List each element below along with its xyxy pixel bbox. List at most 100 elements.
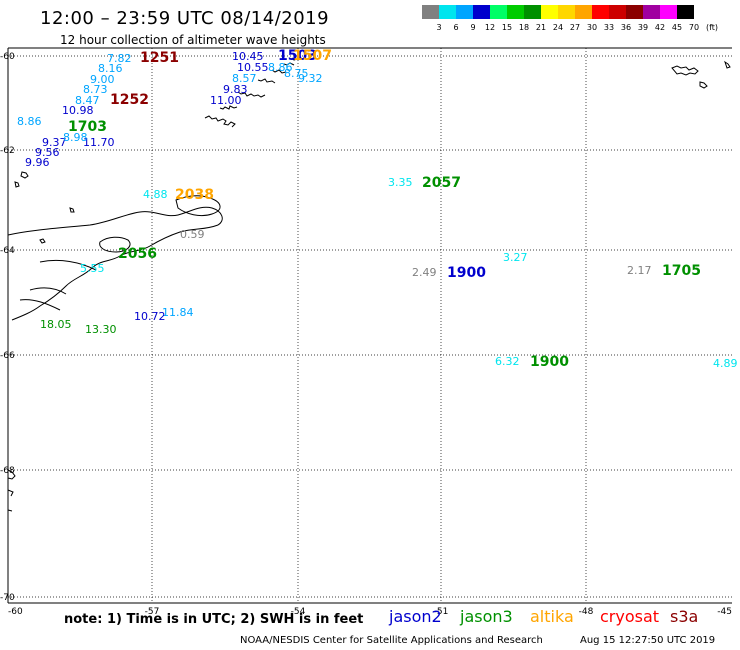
wave-height-observation: 1900 <box>530 354 569 370</box>
wave-height-observation: 1507 <box>293 48 332 64</box>
wave-height-observation: 11.70 <box>83 136 115 149</box>
longitude-tick-label: -57 <box>145 607 160 617</box>
wave-height-observation: 8.86 <box>17 115 42 128</box>
satellite-label-s3a: s3a <box>670 607 699 626</box>
legend-label: 39 <box>637 23 649 32</box>
legend-label: 45 <box>671 23 683 32</box>
longitude-tick-label: -60 <box>8 607 23 617</box>
legend-swatch <box>677 5 694 19</box>
legend-label: 30 <box>586 23 598 32</box>
wave-height-observation: 4.88 <box>143 188 168 201</box>
legend-swatch <box>507 5 524 19</box>
wave-height-observation: 11.84 <box>162 306 194 319</box>
latitude-tick-label: -70 <box>0 593 15 603</box>
wave-height-observation: 6.32 <box>495 355 520 368</box>
latitude-tick-label: -64 <box>0 246 15 256</box>
legend-label: 12 <box>484 23 496 32</box>
legend-label: 24 <box>552 23 564 32</box>
generation-timestamp: Aug 15 12:27:50 UTC 2019 <box>580 635 716 646</box>
wave-height-observation: 2.49 <box>412 266 437 279</box>
legend-swatch <box>643 5 660 19</box>
wave-height-observation: 0.59 <box>180 228 205 241</box>
wave-height-observation: 8.75 <box>284 67 309 80</box>
legend-label: 27 <box>569 23 581 32</box>
wave-height-observation: 8.98 <box>63 131 88 144</box>
wave-height-observation: 1705 <box>662 263 701 279</box>
legend-swatch <box>439 5 456 19</box>
wave-height-observation: 4.89 <box>713 357 738 370</box>
wave-height-observation: 13.30 <box>85 323 117 336</box>
wave-height-observation: 2056 <box>118 246 157 262</box>
wave-height-observation: 3.35 <box>388 176 413 189</box>
legend-label: 9 <box>470 23 476 32</box>
satellite-label-altika: altika <box>530 607 574 626</box>
latitude-tick-label: -66 <box>0 351 15 361</box>
coastline-joinville-island <box>175 195 221 217</box>
legend-label: 18 <box>518 23 530 32</box>
legend-label: 36 <box>620 23 632 32</box>
wave-height-observation: 8.57 <box>232 72 257 85</box>
legend-swatch <box>609 5 626 19</box>
legend-label: 15 <box>501 23 513 32</box>
map-subtitle: 12 hour collection of altimeter wave hei… <box>60 33 326 47</box>
legend-swatch <box>575 5 592 19</box>
wave-height-observation: 5.55 <box>80 262 105 275</box>
wave-height-observation: 1252 <box>110 92 149 108</box>
legend-label: 21 <box>535 23 547 32</box>
legend-swatch <box>592 5 609 19</box>
latitude-tick-label: -62 <box>0 146 15 156</box>
coastline-antarctic-peninsula <box>7 206 223 321</box>
wave-height-observation: 10.98 <box>62 104 94 117</box>
coastline-larsen-shelf <box>19 259 97 311</box>
footer-note: note: 1) Time is in UTC; 2) SWH is in fe… <box>64 612 364 627</box>
coastline-west-edge <box>7 469 16 512</box>
satellite-label-jason3: jason3 <box>460 607 513 626</box>
longitude-tick-label: -45 <box>717 607 732 617</box>
satellite-label-jason2: jason2 <box>389 607 442 626</box>
wave-height-observation: 18.05 <box>40 318 72 331</box>
wave-height-observation: 9.56 <box>35 146 60 159</box>
legend-swatch <box>456 5 473 19</box>
observation-labels: 7.82 1251 8.169.008.738.47 1252 10.98 8.86 170… <box>17 48 738 370</box>
wave-height-observation: 1900 <box>447 265 486 281</box>
wave-height-observation: 8.16 <box>98 62 123 75</box>
wave-height-observation: 10.45 <box>232 50 264 63</box>
wave-height-observation: 8.86 <box>268 61 293 74</box>
wave-height-observation: 1503 <box>278 48 317 64</box>
coastline-james-ross-island <box>99 236 131 253</box>
legend-swatch <box>558 5 575 19</box>
wave-height-observation: 9.83 <box>223 83 248 96</box>
legend-swatch <box>422 5 439 19</box>
longitude-tick-label: -48 <box>579 607 594 617</box>
wave-height-observation: 9.37 <box>42 136 67 149</box>
legend-label: 33 <box>603 23 615 32</box>
wave-height-observation: 10.55 <box>237 61 269 74</box>
coastline-small-islands <box>14 171 75 244</box>
legend-unit: (ft) <box>706 23 719 32</box>
legend-swatch <box>473 5 490 19</box>
credit-line: NOAA/NESDIS Center for Satellite Applica… <box>240 635 543 646</box>
legend-label: 3 <box>436 23 442 32</box>
wave-height-observation: 2038 <box>175 187 214 203</box>
wave-height-observation: 1703 <box>68 119 107 135</box>
wave-height-observation: 2.17 <box>627 264 652 277</box>
legend-swatch <box>541 5 558 19</box>
coastline-south-shetland-islands <box>204 57 298 128</box>
latitude-tick-label: -68 <box>0 466 15 476</box>
legend-swatch <box>626 5 643 19</box>
wave-height-observation: 7.82 <box>107 52 132 65</box>
coastlines <box>7 57 731 512</box>
legend-swatch <box>660 5 677 19</box>
wave-height-observation: 9.00 <box>90 73 115 86</box>
axis-tick-labels: -60 -57 -54 -51 -48 -45 -60 -62 -64 -66 -68 -70 <box>0 52 732 617</box>
longitude-tick-label: -54 <box>291 607 306 617</box>
wave-height-observation: 2057 <box>422 175 461 191</box>
legend-label: 42 <box>654 23 666 32</box>
wave-height-observation: 10.72 <box>134 310 166 323</box>
legend-label: 70 <box>688 23 700 32</box>
graticule <box>8 48 732 603</box>
wave-height-observation: 8.73 <box>83 83 108 96</box>
legend-label: 6 <box>453 23 459 32</box>
